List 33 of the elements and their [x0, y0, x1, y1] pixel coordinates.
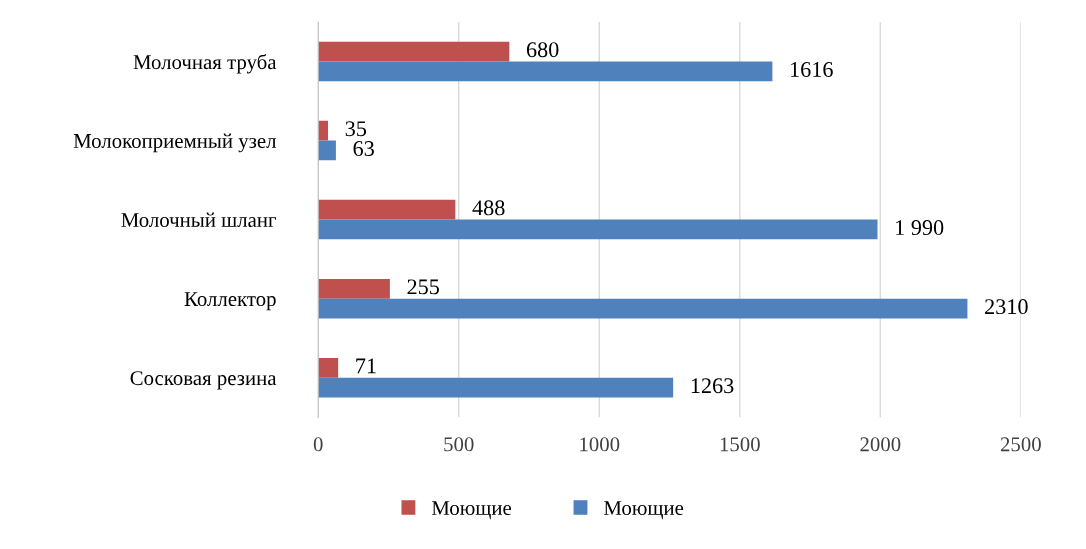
data-label: 488 — [472, 200, 505, 216]
data-label: 1616 — [791, 62, 833, 77]
legend-label: Моющие — [604, 501, 684, 520]
y-tick-label: Молочный шланг — [121, 212, 276, 228]
bar — [318, 298, 968, 319]
y-tick-label: Молокоприемный узел — [73, 133, 277, 153]
x-tick-label: 0 — [313, 437, 323, 452]
bar — [318, 41, 510, 62]
x-tick-label: 2500 — [1000, 437, 1041, 452]
bar — [318, 199, 456, 220]
x-tick-label: 500 — [444, 437, 474, 452]
bar — [318, 140, 336, 161]
data-label: 2310 — [985, 299, 1028, 315]
bar — [318, 377, 674, 398]
x-tick-label: 2000 — [860, 437, 901, 452]
bar — [318, 357, 339, 378]
data-label: 35 — [345, 121, 367, 137]
legend-label: Моющие — [431, 501, 512, 520]
x-tick-label: 1500 — [720, 437, 760, 452]
bar — [318, 278, 390, 299]
data-label: 63 — [353, 141, 374, 156]
data-label: 1263 — [691, 378, 734, 394]
x-tick-label: 1000 — [580, 437, 620, 452]
y-tick-label: Коллектор — [184, 292, 276, 311]
bar — [318, 61, 773, 82]
data-label: 680 — [526, 42, 559, 58]
bar — [318, 120, 329, 141]
bar — [318, 219, 878, 240]
data-label: 71 — [356, 358, 376, 374]
data-label: 1 990 — [896, 220, 944, 236]
y-tick-label: Молочная труба — [133, 54, 277, 74]
y-tick-label: Сосковая резина — [130, 371, 277, 390]
data-label: 255 — [407, 279, 439, 295]
